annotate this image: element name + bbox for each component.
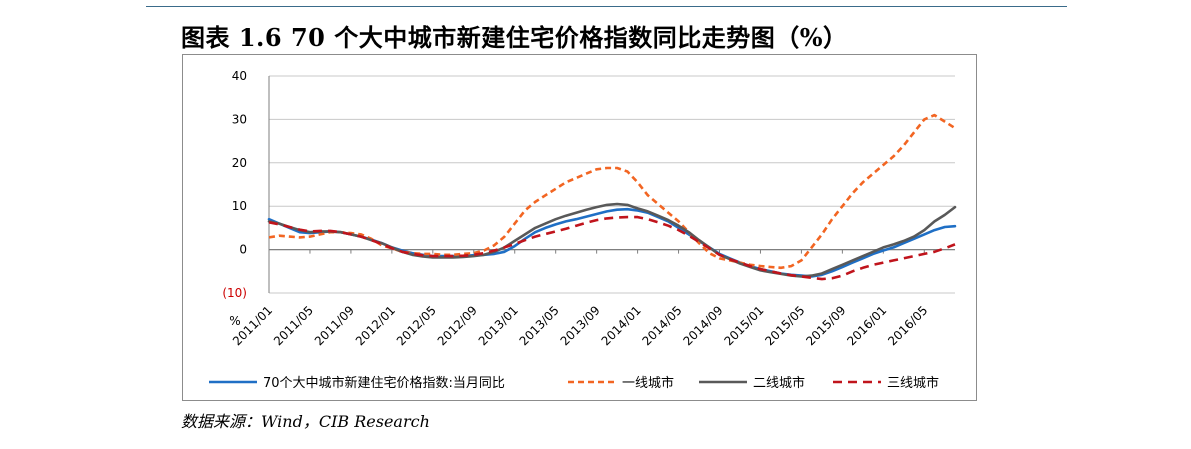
legend-label: 三线城市 [887, 375, 939, 391]
x-tick-label: 2014/05 [640, 303, 685, 348]
source-note: 数据来源：Wind，CIB Research [181, 412, 430, 431]
y-tick-label: 10 [232, 199, 247, 213]
x-tick-label: 2012/01 [353, 303, 398, 348]
x-tick-label: 2014/09 [680, 303, 725, 348]
x-tick-label: 2016/05 [885, 303, 930, 348]
unit-label: % [229, 314, 240, 328]
series-line [267, 207, 957, 278]
x-tick-label: 2011/05 [271, 303, 316, 348]
series-line [267, 202, 957, 278]
x-tick-label: 2012/05 [394, 303, 439, 348]
top-rule [146, 6, 1067, 7]
y-tick-label: 0 [239, 243, 247, 257]
legend-label: 一线城市 [622, 375, 674, 391]
x-tick-label: 2012/09 [435, 303, 480, 348]
y-tick-label: 20 [232, 156, 247, 170]
x-tick-label: 2015/05 [762, 303, 807, 348]
x-tick-label: 2013/01 [476, 303, 521, 348]
x-tick-label: 2015/09 [803, 303, 848, 348]
y-tick-label: (10) [222, 286, 247, 300]
series-line [268, 113, 956, 270]
x-tick-label: 2014/01 [599, 303, 644, 348]
x-tick-label: 2015/01 [721, 303, 766, 348]
legend-label: 二线城市 [753, 375, 805, 391]
y-tick-label: 30 [232, 112, 247, 126]
x-tick-label: 2013/05 [517, 303, 562, 348]
legend-label: 70个大中城市新建住宅价格指数:当月同比 [263, 375, 505, 391]
x-tick-label: 2016/01 [844, 303, 889, 348]
series-line [268, 215, 956, 281]
figure-title: 图表 1.6 70 个大中城市新建住宅价格指数同比走势图（%） [181, 23, 848, 52]
line-chart: 403020100(10)%2011/012011/052011/092012/… [209, 69, 957, 391]
chart-container: 40 30 20 10 0 (10)% 2011/01 2011/05 2011/09 2012/… [182, 54, 977, 401]
y-tick-label: 40 [232, 69, 247, 83]
x-tick-label: 2013/09 [558, 303, 603, 348]
x-tick-label: 2011/09 [312, 303, 357, 348]
